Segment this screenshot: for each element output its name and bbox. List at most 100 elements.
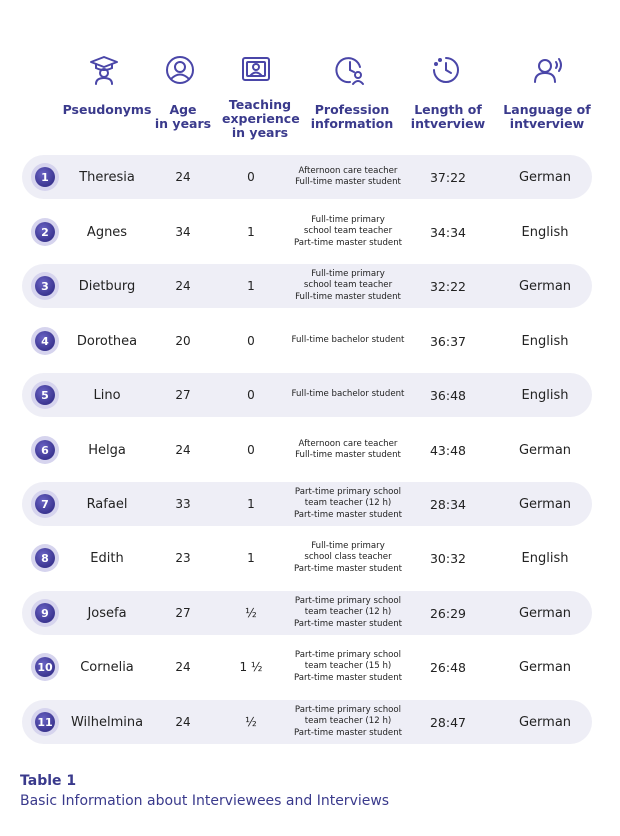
profession-line: team teacher (15 h) [304, 661, 392, 672]
pseudonym-cell: Dietburg [78, 278, 136, 294]
interview-language-cell: German [518, 442, 572, 458]
profession-cell: Part-time primary school team teacher (15… [280, 645, 416, 689]
row-number-badge: 2 [35, 222, 55, 242]
profession-line: school team teacher [303, 280, 393, 291]
table-row [22, 700, 592, 744]
age-cell: 24 [175, 170, 191, 184]
profession-line: Part-time master student [293, 672, 403, 683]
table-row [22, 373, 592, 417]
profession-line: team teacher (12 h) [304, 716, 392, 727]
row-number-badge: 3 [35, 276, 55, 296]
interview-length-cell: 26:48 [429, 659, 467, 675]
profession-line: Afternoon care teacher [298, 438, 398, 449]
age-cell: 27 [175, 606, 191, 620]
header-teaching-experience: Teaching experience in years [222, 97, 300, 140]
profession-cell: Part-time primary school team teacher (12… [280, 700, 416, 744]
interview-language-cell: English [521, 333, 569, 349]
interview-language-cell: German [518, 659, 572, 675]
pseudonym-cell: Cornelia [80, 659, 134, 675]
interview-length-cell: 43:48 [429, 442, 467, 458]
interview-language-cell: German [518, 278, 572, 294]
profession-cell: Afternoon care teacher Full-time master s… [280, 428, 416, 472]
row-number-badge: 10 [35, 657, 55, 677]
header-profession: Profession information [310, 102, 394, 131]
interview-length-cell: 32:22 [429, 278, 467, 294]
table-row [22, 264, 592, 308]
timer-icon [429, 53, 463, 87]
header-age: Age in years [154, 102, 212, 131]
teaching-experience-cell: 0 [247, 334, 255, 348]
interview-length-cell: 28:47 [429, 714, 467, 730]
clock-user-icon [333, 53, 367, 87]
table-caption-label: Table 1 [20, 773, 77, 789]
teaching-experience-cell: 1 [247, 279, 255, 293]
profession-line: Full-time primary [311, 540, 385, 551]
interview-length-cell: 36:37 [429, 333, 467, 349]
age-cell: 27 [175, 388, 191, 402]
header-length: Length of intverview [410, 102, 486, 131]
row-number-badge: 6 [35, 440, 55, 460]
pseudonym-cell: Helga [88, 442, 126, 458]
age-cell: 20 [175, 334, 191, 348]
teaching-experience-cell: ½ [245, 715, 257, 729]
pseudonym-cell: Josefa [87, 605, 127, 621]
interview-length-cell: 34:34 [429, 224, 467, 240]
teaching-experience-cell: ½ [245, 606, 257, 620]
pseudonym-cell: Lino [93, 387, 121, 403]
interview-language-cell: English [521, 550, 569, 566]
teaching-experience-cell: 1 [247, 551, 255, 565]
profession-line: Full-time bachelor student [291, 335, 405, 346]
profession-cell: Afternoon care teacher Full-time master s… [280, 155, 416, 199]
pseudonym-cell: Dorothea [76, 333, 138, 349]
header-pseudonyms: Pseudonyms [62, 102, 152, 117]
profession-line: Part-time primary school [294, 595, 402, 606]
profession-line: Afternoon care teacher [298, 165, 398, 176]
teaching-experience-cell: 1 ½ [239, 660, 263, 674]
row-number-badge: 9 [35, 603, 55, 623]
profession-line: Part-time master student [293, 563, 403, 574]
pseudonym-cell: Rafael [86, 496, 128, 512]
teaching-experience-cell: 1 [247, 497, 255, 511]
profession-line: team teacher (12 h) [304, 498, 392, 509]
interview-length-cell: 37:22 [429, 169, 467, 185]
interview-length-cell: 26:29 [429, 605, 467, 621]
table-row [22, 482, 592, 526]
row-number-badge: 7 [35, 494, 55, 514]
teaching-experience-cell: 0 [247, 388, 255, 402]
profession-cell: Full-time primary school class teacher Par… [280, 536, 416, 580]
age-cell: 23 [175, 551, 191, 565]
profession-line: Part-time master student [293, 727, 403, 738]
profession-line: Part-time master student [293, 618, 403, 629]
profession-cell: Full-time bachelor student [280, 373, 416, 417]
interview-language-cell: English [521, 387, 569, 403]
profession-line: Full-time primary [311, 268, 385, 279]
teaching-experience-cell: 1 [247, 225, 255, 239]
interview-language-cell: English [521, 224, 569, 240]
row-number-badge: 5 [35, 385, 55, 405]
profession-cell: Part-time primary school team teacher (12… [280, 591, 416, 635]
interview-language-cell: German [518, 714, 572, 730]
profession-line: Full-time bachelor student [291, 389, 405, 400]
age-cell: 24 [175, 715, 191, 729]
table-caption-title: Basic Information about Interviewees and… [20, 793, 390, 809]
profession-cell: Part-time primary school team teacher (12… [280, 482, 416, 526]
interview-length-cell: 36:48 [429, 387, 467, 403]
profession-line: Full-time primary [311, 214, 385, 225]
user-circle-icon [163, 53, 197, 87]
profession-cell: Full-time primary school team teacher Part… [280, 210, 416, 254]
row-number-badge: 4 [35, 331, 55, 351]
row-number-badge: 8 [35, 548, 55, 568]
pseudonym-cell: Agnes [86, 224, 128, 240]
age-cell: 24 [175, 660, 191, 674]
header-language: Language of intverview [503, 102, 591, 131]
pseudonym-cell: Theresia [79, 169, 135, 185]
table-row [22, 591, 592, 635]
profession-line: Full-time master student [295, 450, 401, 460]
profession-line: Part-time primary school [294, 649, 402, 660]
profession-line: Part-time primary school [294, 486, 402, 497]
age-cell: 24 [175, 443, 191, 457]
interview-language-cell: German [518, 496, 572, 512]
profession-line: Full-time master student [295, 291, 401, 302]
teaching-experience-cell: 0 [247, 443, 255, 457]
teaching-experience-cell: 0 [247, 170, 255, 184]
